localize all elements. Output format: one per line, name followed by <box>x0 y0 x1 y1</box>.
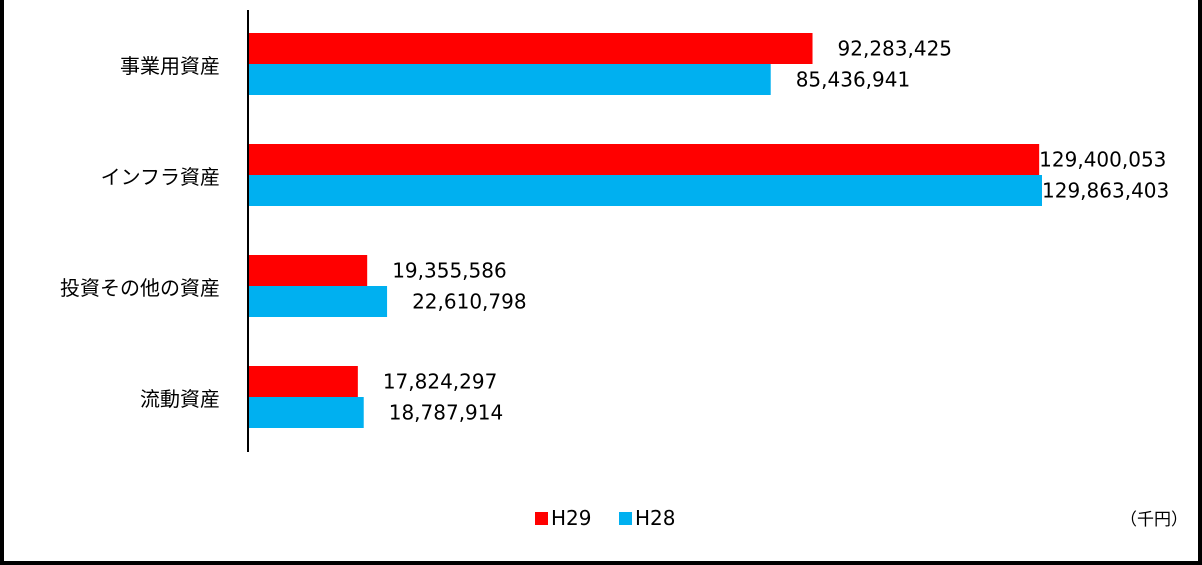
unit-label: （千円） <box>1120 510 1188 530</box>
bar-h29 <box>249 366 358 397</box>
data-label: 22,610,798 <box>412 290 527 314</box>
data-label: 92,283,425 <box>838 37 953 61</box>
bar-h29 <box>249 255 368 286</box>
bar-h29 <box>249 33 813 64</box>
data-label: 129,400,053 <box>1039 148 1166 172</box>
category-label: 投資その他の資産 <box>60 276 220 300</box>
category-label: 流動資産 <box>140 387 220 411</box>
data-label: 19,355,586 <box>392 259 507 283</box>
category-label: 事業用資産 <box>120 54 220 78</box>
legend-label: H29 <box>551 506 592 530</box>
data-label: 17,824,297 <box>383 370 498 394</box>
bar-h28 <box>249 64 771 95</box>
bar-h28 <box>249 286 388 317</box>
data-label: 18,787,914 <box>389 401 504 425</box>
legend-label: H28 <box>635 506 676 530</box>
legend-swatch-h28 <box>619 512 632 525</box>
bar-h28 <box>249 175 1042 206</box>
bar-chart: 事業用資産 92,283,425 85,436,941 インフラ資産 129,400,0… <box>60 10 1188 530</box>
data-label: 129,863,403 <box>1042 179 1169 203</box>
legend-swatch-h29 <box>535 512 548 525</box>
data-label: 85,436,941 <box>796 68 911 92</box>
bar-h29 <box>249 144 1040 175</box>
category-label: インフラ資産 <box>101 165 220 189</box>
bar-h28 <box>249 397 364 428</box>
